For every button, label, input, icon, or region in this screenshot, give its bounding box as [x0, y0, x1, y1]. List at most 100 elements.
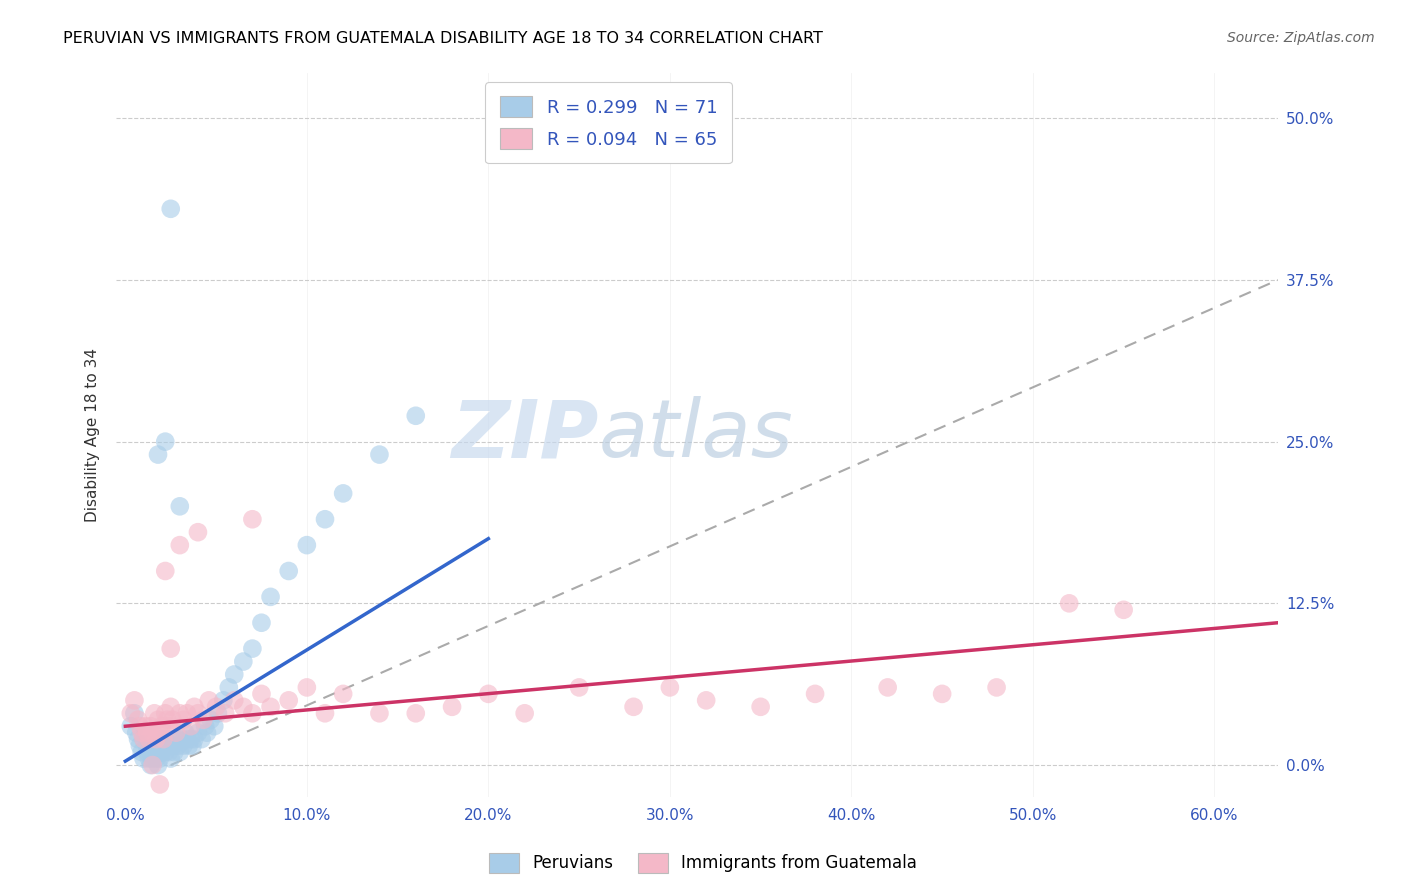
Point [183, 699, 205, 714]
Point [124, 693, 146, 707]
Point [250, 615, 273, 630]
Point [159, 751, 181, 765]
Point [132, 732, 155, 747]
Point [149, 751, 172, 765]
Point [149, 777, 172, 791]
Point [368, 706, 391, 721]
Point [146, 758, 169, 772]
Point [156, 713, 179, 727]
Point [157, 745, 180, 759]
Point [749, 699, 772, 714]
Point [127, 732, 149, 747]
Point [162, 713, 184, 727]
Point [259, 590, 281, 604]
Point [139, 745, 162, 759]
Point [183, 732, 205, 747]
Point [181, 739, 204, 753]
Point [138, 732, 160, 747]
Point [142, 751, 165, 765]
Point [142, 739, 165, 753]
Point [128, 739, 150, 753]
Point [623, 699, 645, 714]
Point [180, 719, 202, 733]
Point [441, 699, 464, 714]
Point [155, 706, 177, 721]
Point [139, 719, 162, 733]
Point [145, 751, 167, 765]
Point [513, 706, 536, 721]
Point [295, 538, 318, 552]
Point [142, 725, 165, 739]
Point [155, 434, 177, 449]
Point [876, 681, 898, 695]
Point [187, 725, 209, 739]
Point [931, 687, 953, 701]
Point [695, 693, 717, 707]
Point [136, 739, 159, 753]
Point [138, 751, 160, 765]
Legend: Peruvians, Immigrants from Guatemala: Peruvians, Immigrants from Guatemala [482, 847, 924, 880]
Point [250, 687, 273, 701]
Point [120, 719, 142, 733]
Point [187, 706, 209, 721]
Point [152, 739, 174, 753]
Point [295, 681, 318, 695]
Point [314, 512, 336, 526]
Point [176, 732, 198, 747]
Point [128, 719, 150, 733]
Text: PERUVIAN VS IMMIGRANTS FROM GUATEMALA DISABILITY AGE 18 TO 34 CORRELATION CHART: PERUVIAN VS IMMIGRANTS FROM GUATEMALA DI… [63, 31, 823, 46]
Point [132, 751, 155, 765]
Point [259, 699, 281, 714]
Point [214, 706, 236, 721]
Point [146, 448, 169, 462]
Point [132, 732, 155, 747]
Point [142, 758, 165, 772]
Point [172, 739, 194, 753]
Point [218, 681, 240, 695]
Point [155, 732, 177, 747]
Point [159, 202, 181, 216]
Point [202, 719, 225, 733]
Point [146, 745, 169, 759]
Point [125, 725, 148, 739]
Point [187, 525, 209, 540]
Point [162, 739, 184, 753]
Point [193, 713, 215, 727]
Point [155, 745, 177, 759]
Point [143, 745, 166, 759]
Point [139, 758, 162, 772]
Point [405, 409, 427, 423]
Point [134, 725, 156, 739]
Point [146, 713, 169, 727]
Point [232, 655, 254, 669]
Point [138, 732, 160, 747]
Point [159, 732, 181, 747]
Point [242, 512, 264, 526]
Point [131, 725, 153, 739]
Point [1112, 603, 1135, 617]
Point [169, 500, 191, 514]
Point [212, 693, 235, 707]
Point [152, 732, 174, 747]
Point [136, 745, 159, 759]
Point [242, 641, 264, 656]
Point [124, 706, 146, 721]
Point [136, 725, 159, 739]
Point [145, 732, 167, 747]
Point [368, 448, 391, 462]
Y-axis label: Disability Age 18 to 34: Disability Age 18 to 34 [86, 348, 100, 522]
Point [145, 739, 167, 753]
Text: ZIP: ZIP [451, 396, 599, 475]
Point [277, 564, 299, 578]
Point [205, 699, 228, 714]
Point [169, 538, 191, 552]
Point [143, 706, 166, 721]
Point [477, 687, 499, 701]
Point [804, 687, 827, 701]
Point [195, 725, 218, 739]
Point [127, 713, 149, 727]
Point [159, 699, 181, 714]
Point [1057, 596, 1080, 610]
Point [150, 732, 173, 747]
Point [180, 732, 202, 747]
